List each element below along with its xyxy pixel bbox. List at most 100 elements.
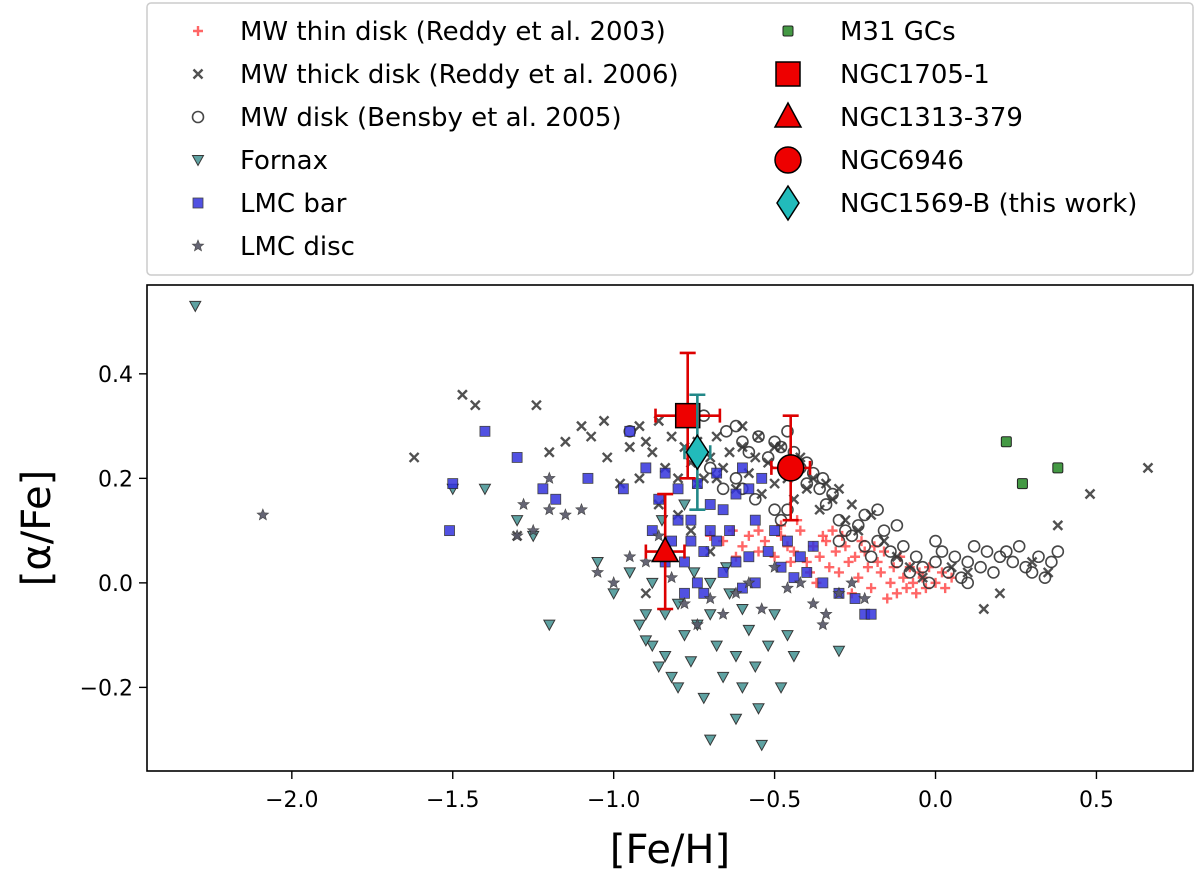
point-mw-disk-bensby-et-al-2005 xyxy=(748,492,762,506)
point-mw-thin-disk-reddy-et-al-2003 xyxy=(830,546,841,557)
point-fornax xyxy=(623,567,637,579)
legend-entry-ngc1569-b-this-work: NGC1569-B (this work) xyxy=(776,184,1137,222)
point-lmc-disc xyxy=(793,576,807,589)
point-lmc-bar xyxy=(807,540,819,552)
point-mw-disk-bensby-et-al-2005 xyxy=(909,550,923,564)
point-fornax xyxy=(665,671,678,684)
point-mw-thin-disk-reddy-et-al-2003 xyxy=(817,530,828,541)
point-fornax xyxy=(607,588,621,600)
point-mw-disk-bensby-et-al-2005 xyxy=(961,555,975,569)
point-lmc-disc xyxy=(591,565,605,578)
legend-entry-ngc1313-379: NGC1313-379 xyxy=(773,101,1023,133)
point-mw-thin-disk-reddy-et-al-2003 xyxy=(753,546,764,557)
point-mw-thin-disk-reddy-et-al-2003 xyxy=(737,541,748,552)
point-mw-thick-disk-reddy-et-al-2006 xyxy=(878,535,890,547)
point-mw-thick-disk-reddy-et-al-2006 xyxy=(598,415,610,427)
point-mw-thick-disk-reddy-et-al-2006 xyxy=(978,603,990,615)
point-lmc-disc xyxy=(510,529,524,542)
point-lmc-disc xyxy=(677,596,691,610)
point-lmc-bar xyxy=(653,493,665,505)
point-mw-disk-bensby-et-al-2005 xyxy=(967,539,981,553)
point-lmc-disc xyxy=(832,586,846,599)
point-mw-thin-disk-reddy-et-al-2003 xyxy=(759,536,770,547)
legend-label: NGC6946 xyxy=(840,146,964,176)
legend-entry-mw-disk-bensby-et-al-2005: MW disk (Bensby et al. 2005) xyxy=(191,103,622,133)
series-mw-thick-disk-reddy-et-al-2006 xyxy=(408,389,1154,615)
legend-entry-mw-thin-disk-reddy-et-al-2003: MW thin disk (Reddy et al. 2003) xyxy=(193,17,666,47)
point-mw-thin-disk-reddy-et-al-2003 xyxy=(824,562,835,573)
x-tick-label: −0.5 xyxy=(748,788,801,813)
point-mw-thin-disk-reddy-et-al-2003 xyxy=(936,567,947,578)
point-mw-disk-bensby-et-al-2005 xyxy=(781,503,794,517)
point-fornax xyxy=(742,624,756,637)
point-lmc-disc xyxy=(806,596,820,610)
point-fornax xyxy=(729,713,743,726)
point-lmc-bar xyxy=(788,572,800,584)
point-mw-thick-disk-reddy-et-al-2006 xyxy=(640,436,652,448)
point-lmc-disc xyxy=(755,602,769,615)
point-fornax xyxy=(678,630,691,642)
y-tick-label: 0.2 xyxy=(98,467,133,492)
legend-entry-m31-gcs: M31 GCs xyxy=(782,17,956,47)
legend-marker-ngc6946 xyxy=(774,146,802,174)
point-mw-thick-disk-reddy-et-al-2006 xyxy=(646,446,658,458)
point-mw-thick-disk-reddy-et-al-2006 xyxy=(711,431,723,442)
point-lmc-bar xyxy=(730,488,742,500)
point-mw-thick-disk-reddy-et-al-2006 xyxy=(1084,488,1096,500)
point-lmc-disc xyxy=(858,591,872,605)
series-ngc1705-1 xyxy=(654,351,722,480)
point-mw-thin-disk-reddy-et-al-2003 xyxy=(850,551,861,562)
legend-marker-fornax xyxy=(191,155,205,167)
point-mw-disk-bensby-et-al-2005 xyxy=(851,519,865,532)
legend-label: M31 GCs xyxy=(840,17,956,47)
point-lmc-disc xyxy=(768,560,782,573)
point-fornax xyxy=(645,577,659,590)
point-mw-thick-disk-reddy-et-al-2006 xyxy=(469,399,481,411)
series-mw-disk-bensby-et-al-2005 xyxy=(623,409,1065,590)
legend-box xyxy=(146,2,1194,276)
x-tick-label: −1.5 xyxy=(426,788,479,813)
legend-label: NGC1705-1 xyxy=(840,60,990,90)
series-fornax xyxy=(188,300,846,752)
point-mw-disk-bensby-et-al-2005 xyxy=(929,534,942,548)
point-mw-disk-bensby-et-al-2005 xyxy=(1006,555,1020,569)
point-mw-thin-disk-reddy-et-al-2003 xyxy=(795,525,806,536)
point-fornax xyxy=(639,635,653,647)
x-tick-label: −1.0 xyxy=(587,788,640,813)
point-mw-disk-bensby-et-al-2005 xyxy=(774,440,788,454)
point-fornax xyxy=(652,661,666,674)
point-lmc-bar xyxy=(762,546,774,557)
point-lmc-bar xyxy=(698,546,710,557)
point-lmc-bar xyxy=(617,483,629,495)
point-fornax xyxy=(748,661,762,674)
point-mw-thick-disk-reddy-et-al-2006 xyxy=(1052,520,1064,531)
point-lmc-disc xyxy=(517,497,531,511)
point-mw-disk-bensby-et-al-2005 xyxy=(806,466,820,480)
point-lmc-bar xyxy=(769,525,780,537)
point-lmc-bar xyxy=(737,582,748,594)
point-mw-thick-disk-reddy-et-al-2006 xyxy=(1142,462,1154,474)
point-lmc-bar xyxy=(537,483,549,495)
legend-marker-mw-disk-bensby-et-al-2005 xyxy=(191,110,205,124)
point-mw-disk-bensby-et-al-2005 xyxy=(890,519,904,532)
point-mw-disk-bensby-et-al-2005 xyxy=(897,539,910,553)
legend-label: MW disk (Bensby et al. 2005) xyxy=(240,103,622,133)
point-m31-gcs xyxy=(1016,478,1028,490)
legend-entry-lmc-bar: LMC bar xyxy=(192,189,347,219)
point-lmc-disc xyxy=(607,576,621,589)
point-mw-disk-bensby-et-al-2005 xyxy=(742,445,756,459)
point-mw-thin-disk-reddy-et-al-2003 xyxy=(753,525,764,536)
point-lmc-bar xyxy=(724,525,735,537)
point-lmc-bar xyxy=(685,535,697,547)
legend-marker-mw-thin-disk-reddy-et-al-2003 xyxy=(193,26,203,36)
point-mw-thin-disk-reddy-et-al-2003 xyxy=(940,583,951,594)
point-mw-thick-disk-reddy-et-al-2006 xyxy=(749,452,761,463)
point-mw-disk-bensby-et-al-2005 xyxy=(858,508,872,522)
series-lmc-bar xyxy=(444,425,877,620)
series-ngc1569-b-this-work xyxy=(683,393,712,512)
point-fornax xyxy=(684,656,698,668)
point-lmc-disc xyxy=(256,508,270,521)
point-mw-thick-disk-reddy-et-al-2006 xyxy=(1026,556,1038,568)
legend-marker-ngc1569-b-this-work xyxy=(776,184,800,222)
series-m31-gcs xyxy=(1000,436,1064,490)
